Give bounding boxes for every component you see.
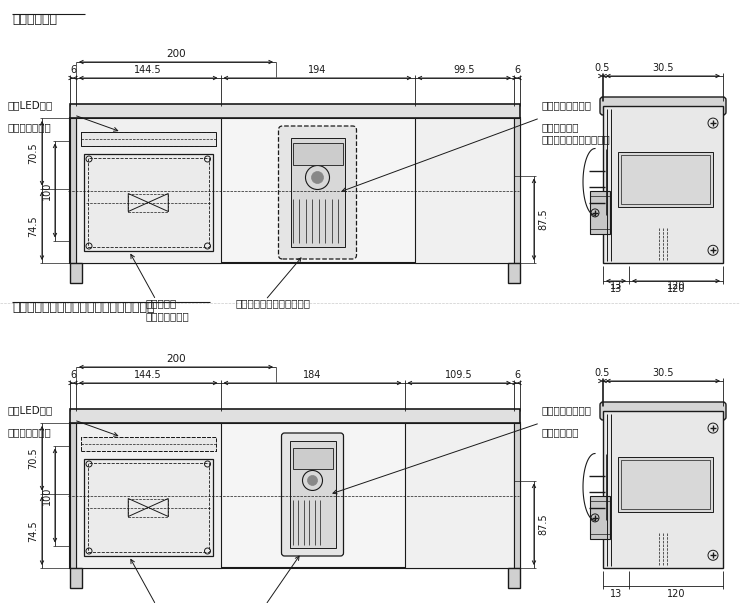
- Text: 87.5: 87.5: [538, 513, 548, 535]
- Bar: [88, 158, 209, 247]
- Bar: [70, 423, 76, 568]
- Bar: [514, 118, 520, 263]
- Bar: [70, 104, 520, 118]
- Bar: [514, 423, 520, 568]
- Text: 74.5: 74.5: [28, 215, 38, 236]
- Bar: [70, 263, 82, 283]
- Bar: [84, 459, 212, 556]
- Bar: [81, 437, 215, 451]
- Text: （現地手配）: （現地手配）: [542, 122, 579, 132]
- Text: インターホン子機: インターホン子機: [542, 405, 592, 415]
- Text: 87.5: 87.5: [538, 209, 548, 230]
- Bar: [292, 447, 332, 469]
- Bar: [618, 456, 713, 513]
- Bar: [590, 191, 610, 235]
- Text: （オプション）: （オプション）: [8, 122, 52, 132]
- Bar: [128, 194, 168, 212]
- Text: 74.5: 74.5: [28, 520, 38, 541]
- Text: （オプション）: （オプション）: [146, 311, 189, 321]
- Text: 13: 13: [610, 281, 622, 291]
- Bar: [76, 118, 221, 263]
- Text: 109.5: 109.5: [445, 370, 473, 380]
- Bar: [603, 106, 723, 263]
- Text: 13: 13: [610, 589, 622, 599]
- Bar: [405, 423, 514, 568]
- Text: 70.5: 70.5: [28, 142, 38, 164]
- Text: 6: 6: [70, 370, 76, 380]
- Text: 194: 194: [309, 65, 326, 75]
- FancyBboxPatch shape: [281, 433, 343, 556]
- Bar: [70, 409, 520, 423]
- Bar: [84, 154, 212, 251]
- Bar: [70, 423, 520, 568]
- Text: 表札LED照明: 表札LED照明: [8, 405, 53, 415]
- Text: 6: 6: [514, 370, 520, 380]
- Text: 0.5: 0.5: [595, 368, 610, 378]
- Text: 99.5: 99.5: [454, 65, 475, 75]
- Bar: [81, 437, 215, 451]
- Bar: [81, 132, 215, 146]
- Text: アルファベット文字シール: アルファベット文字シール: [235, 298, 311, 308]
- FancyBboxPatch shape: [600, 402, 726, 420]
- Text: 30.5: 30.5: [652, 63, 673, 73]
- Bar: [621, 459, 710, 510]
- Bar: [603, 411, 723, 568]
- Text: 144.5: 144.5: [135, 370, 162, 380]
- Text: 6: 6: [514, 65, 520, 75]
- Bar: [621, 155, 710, 204]
- FancyBboxPatch shape: [278, 126, 357, 259]
- Text: （高さ１７０ｍｍ以下）: （高さ１７０ｍｍ以下）: [542, 134, 610, 144]
- Bar: [508, 568, 520, 588]
- FancyBboxPatch shape: [600, 97, 726, 115]
- Circle shape: [308, 475, 317, 485]
- Text: 120: 120: [667, 281, 685, 291]
- Text: 6: 6: [70, 65, 76, 75]
- Bar: [291, 138, 345, 247]
- Text: 200: 200: [166, 49, 186, 59]
- Text: 120: 120: [667, 589, 685, 599]
- Circle shape: [312, 171, 323, 183]
- Bar: [289, 441, 335, 548]
- Text: 30.5: 30.5: [652, 368, 673, 378]
- Text: 100: 100: [42, 486, 52, 505]
- Bar: [292, 142, 343, 165]
- Bar: [590, 496, 610, 539]
- Text: 13: 13: [610, 284, 622, 294]
- Bar: [76, 423, 221, 568]
- Text: 144.5: 144.5: [135, 65, 162, 75]
- Text: 表札LED照明: 表札LED照明: [8, 100, 53, 110]
- Text: 200: 200: [166, 354, 186, 364]
- Text: ０７：表札: ０７：表札: [146, 298, 178, 308]
- Bar: [618, 152, 713, 207]
- Text: （オプション）: （オプション）: [8, 427, 52, 437]
- Text: （現地手配）: （現地手配）: [542, 427, 579, 437]
- Bar: [70, 568, 82, 588]
- Bar: [70, 118, 520, 263]
- Text: 70.5: 70.5: [28, 447, 38, 469]
- Text: 184: 184: [303, 370, 322, 380]
- Bar: [128, 499, 168, 517]
- Text: インターホン子機: インターホン子機: [542, 100, 592, 110]
- Bar: [81, 132, 215, 146]
- Bar: [70, 118, 76, 263]
- Text: 目隠しパネル: 目隠しパネル: [12, 13, 57, 26]
- Bar: [508, 263, 520, 283]
- Bar: [88, 463, 209, 552]
- Text: 0.5: 0.5: [595, 63, 610, 73]
- Bar: [414, 118, 514, 263]
- Text: 120: 120: [667, 284, 685, 294]
- Text: 100: 100: [42, 182, 52, 200]
- Text: インターホンパネル（インターホン内蔵）: インターホンパネル（インターホン内蔵）: [12, 301, 155, 314]
